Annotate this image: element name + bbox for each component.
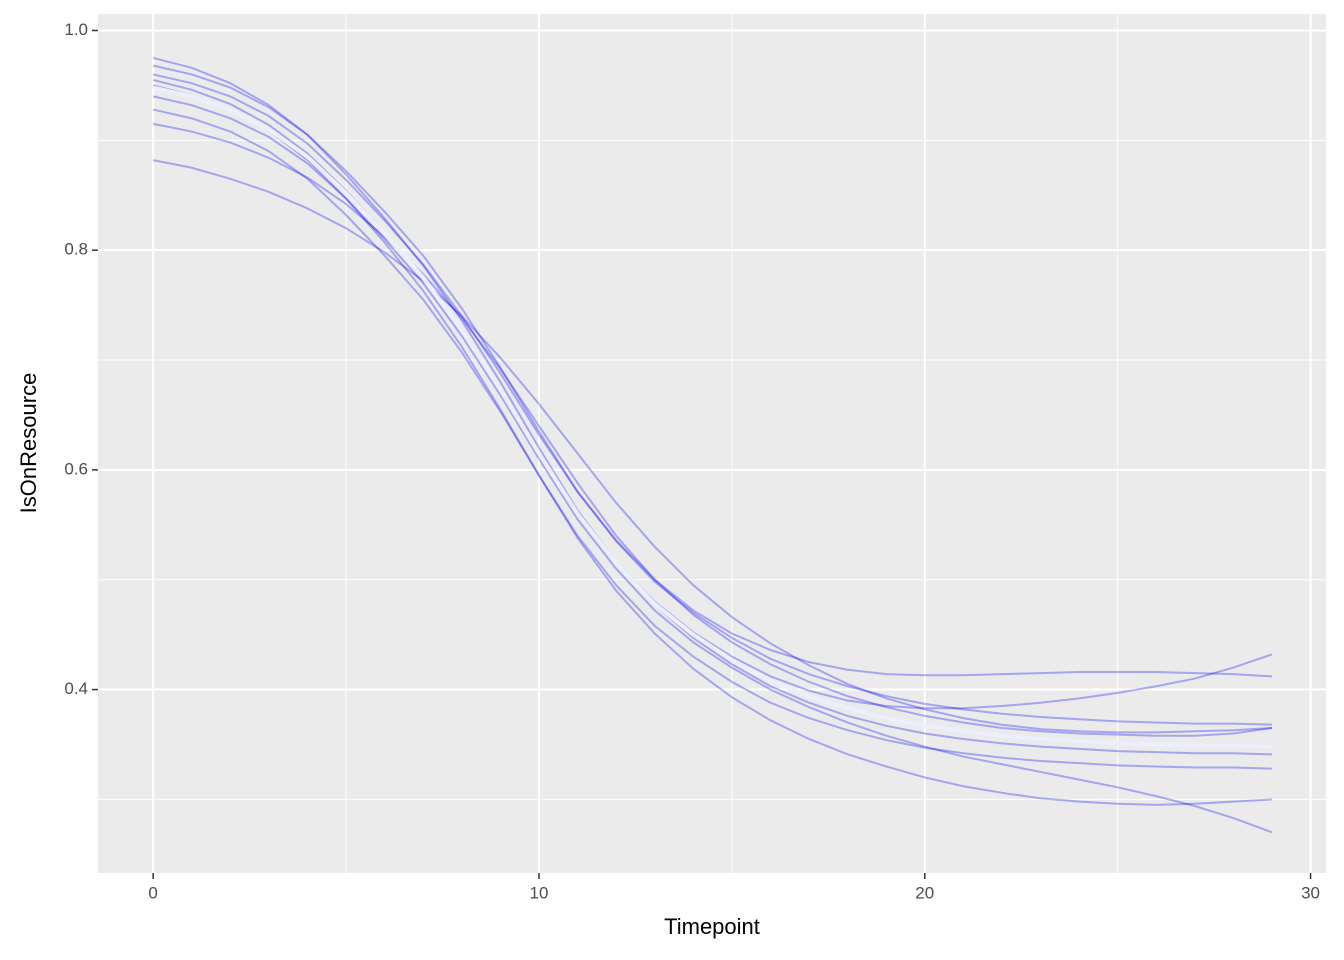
plot-panel	[98, 14, 1326, 873]
x-axis-title: Timepoint	[664, 914, 760, 939]
x-tick-label: 30	[1301, 883, 1320, 902]
sample-line	[152, 122, 1273, 737]
y-tick-label: 1.0	[64, 20, 88, 39]
sample-line	[152, 56, 1273, 756]
sample-line	[152, 64, 1273, 726]
y-tick-label: 0.8	[64, 240, 88, 259]
x-tick-label: 20	[915, 883, 934, 902]
sample-line	[152, 84, 1273, 806]
sample-line	[152, 108, 1273, 770]
y-axis-title: IsOnResource	[16, 373, 41, 514]
sample-line	[152, 159, 1273, 734]
y-tick-label: 0.4	[64, 679, 88, 698]
x-tick-label: 0	[148, 883, 157, 902]
sample-line	[152, 95, 1273, 834]
mean-line	[152, 85, 1273, 749]
x-tick-label: 10	[530, 883, 549, 902]
y-tick-label: 0.6	[64, 459, 88, 478]
sample-line	[152, 73, 1273, 678]
